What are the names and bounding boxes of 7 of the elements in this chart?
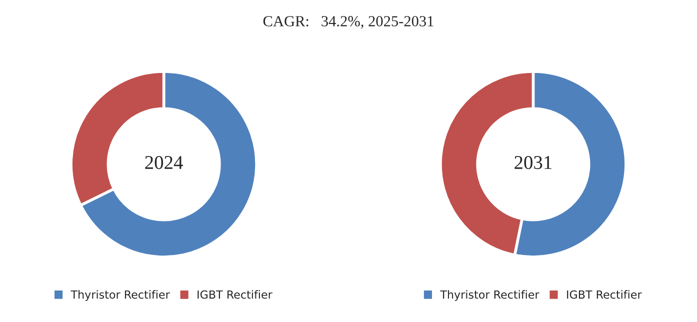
text: 2024: [145, 156, 183, 170]
legend-label: Thyristor Rectifier: [70, 290, 170, 301]
legend-label: Thyristor Rectifier: [440, 290, 540, 301]
legend-label: IGBT Rectifier: [198, 290, 272, 299]
text: 2031: [514, 156, 552, 170]
text: CAGR: 34.2%, 2025-2031: [263, 16, 434, 29]
legend-label: IGBT Rectifier: [567, 290, 642, 299]
